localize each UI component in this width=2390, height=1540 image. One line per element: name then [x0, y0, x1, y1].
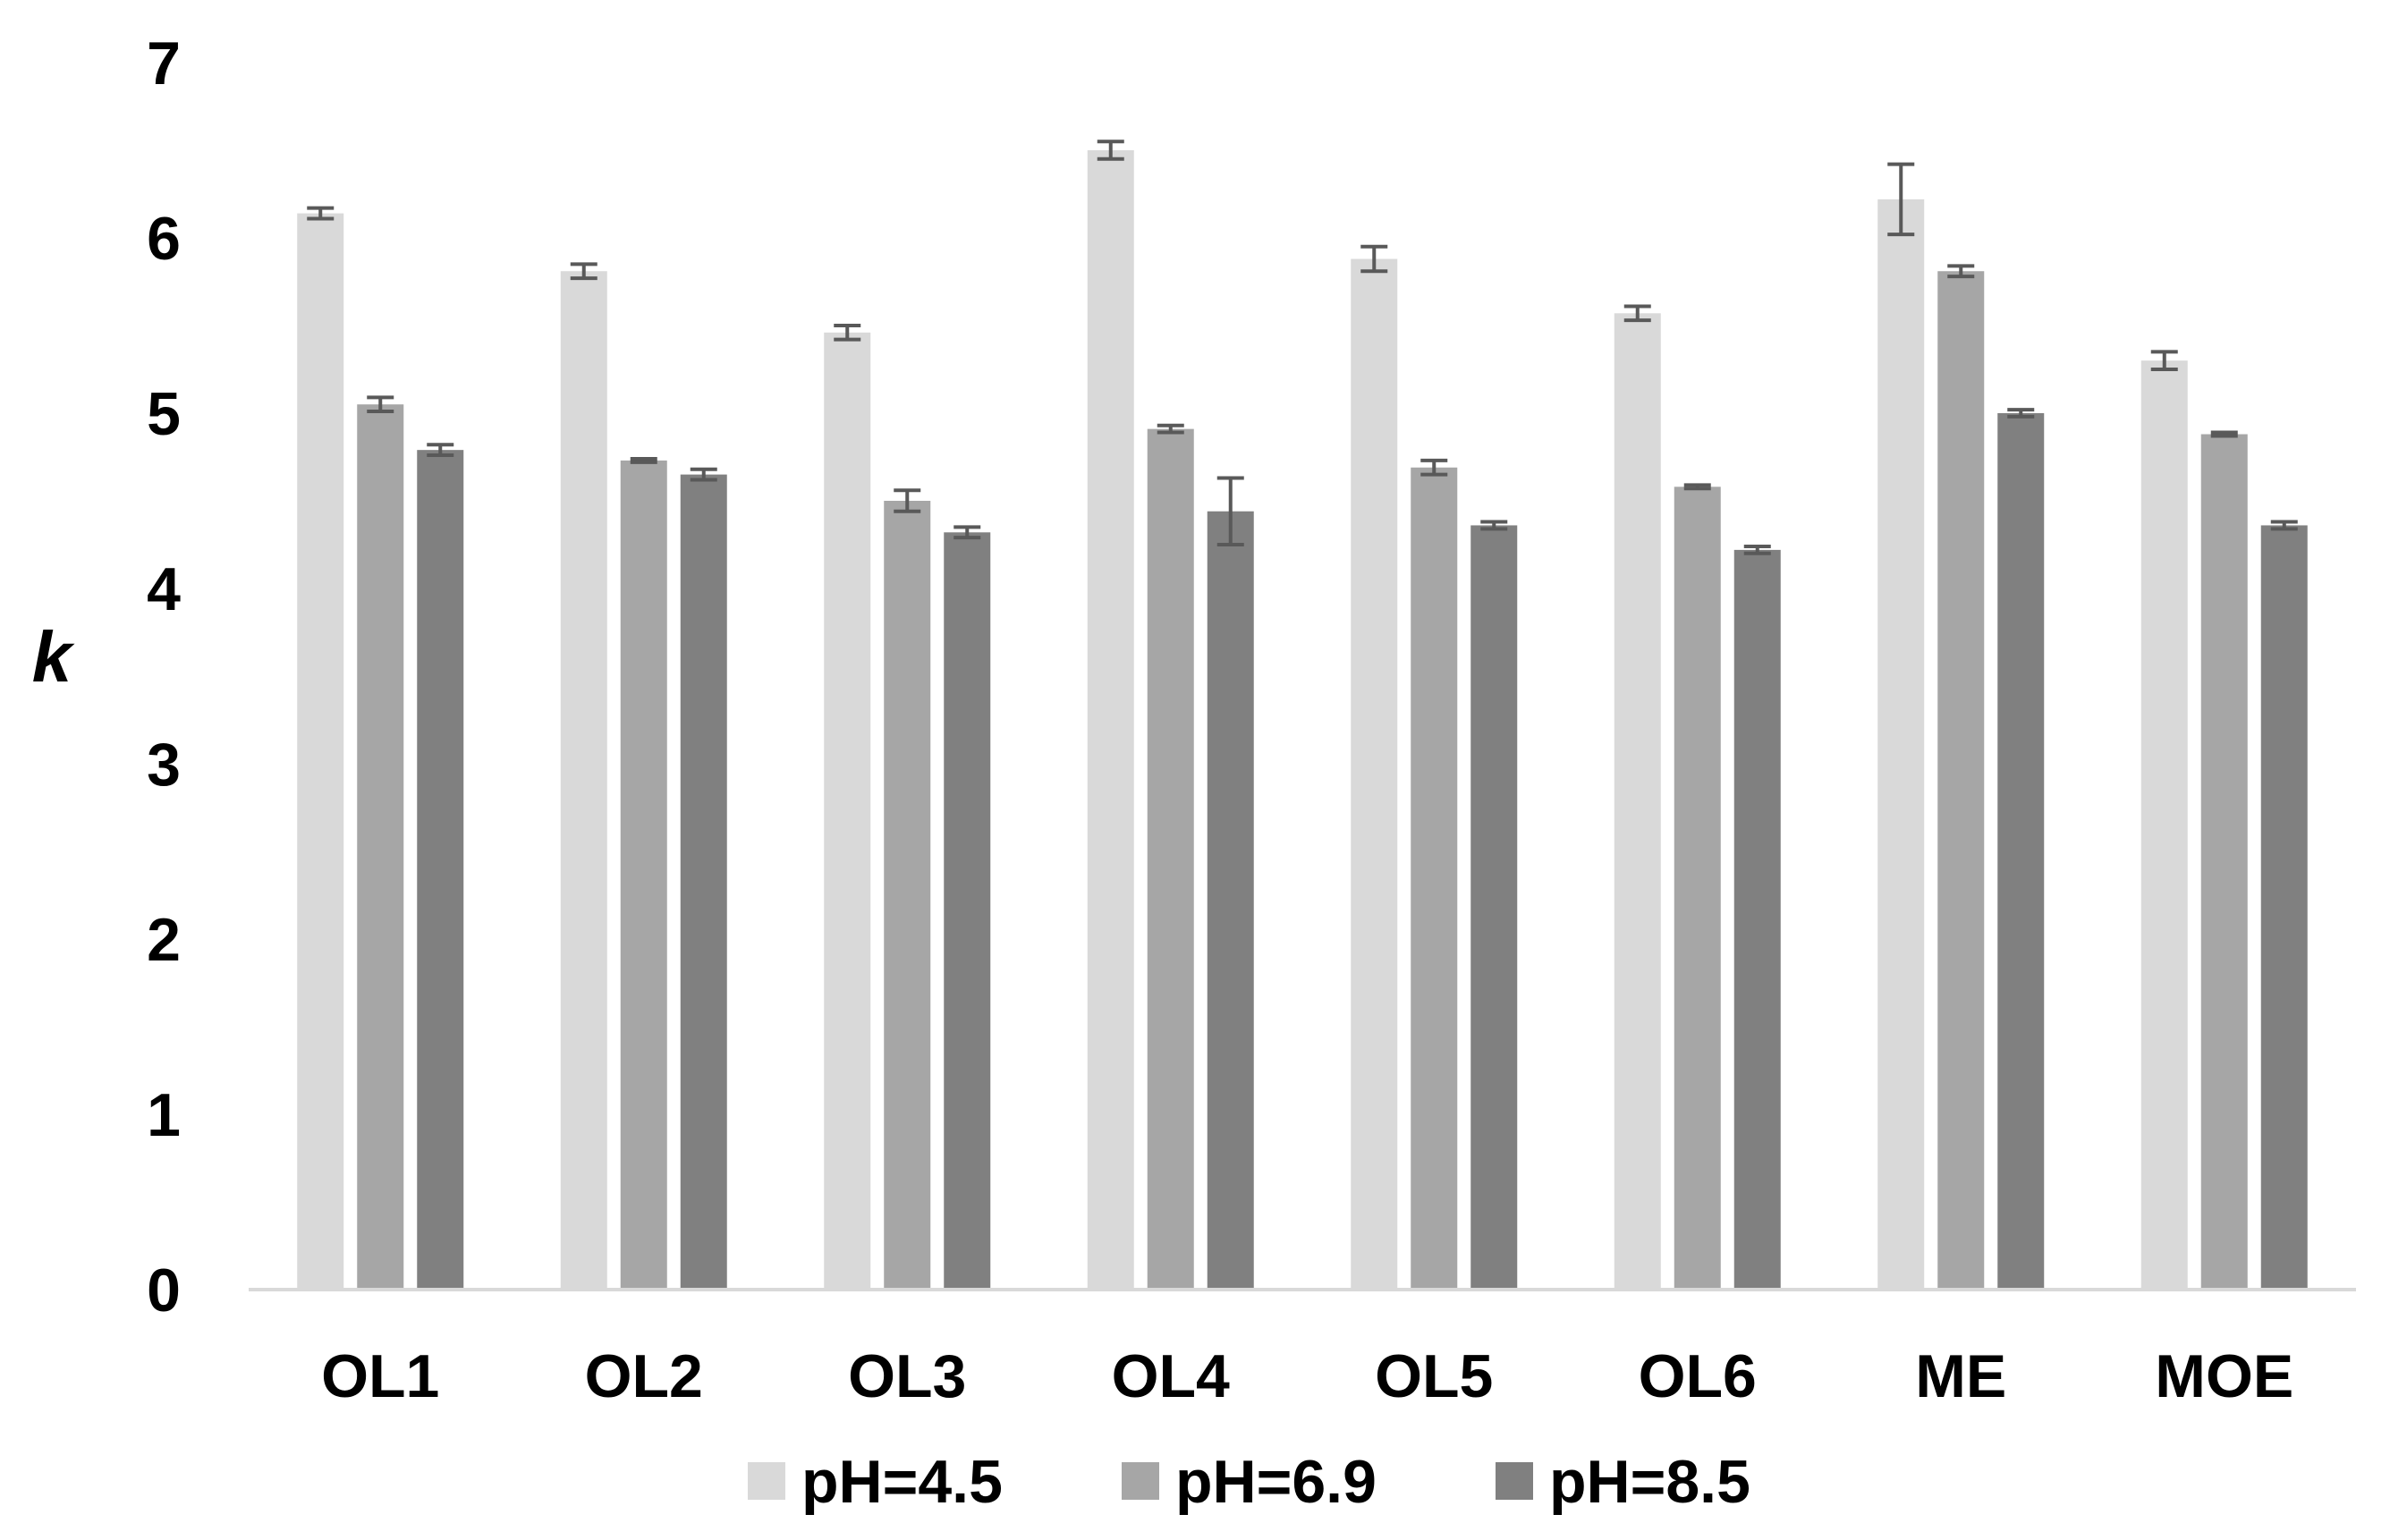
x-tick-label: MOE [2155, 1342, 2293, 1410]
legend-label: pH=8.5 [1549, 1448, 1750, 1516]
bar [1997, 413, 2045, 1290]
error-bar [1480, 520, 1508, 531]
bar [680, 474, 727, 1290]
bar [2200, 434, 2248, 1290]
legend-label: pH=4.5 [801, 1448, 1003, 1516]
y-tick-label: 2 [147, 906, 181, 974]
error-bar [2007, 408, 2035, 419]
legend: pH=4.5 pH=6.9 pH=8.5 [748, 1448, 1750, 1516]
y-tick-label: 7 [147, 30, 181, 97]
bar [1733, 549, 1781, 1290]
x-tick-label: OL6 [1639, 1342, 1757, 1410]
bar [417, 450, 464, 1290]
error-bar [894, 488, 921, 513]
bar [620, 460, 667, 1290]
error-bar [630, 456, 657, 464]
bar [1411, 467, 1458, 1290]
bar [1351, 258, 1398, 1290]
error-bar [1683, 483, 1711, 491]
error-bar [2150, 350, 2178, 371]
error-bar [1887, 162, 1915, 237]
legend-swatch [748, 1462, 785, 1500]
bar [560, 271, 607, 1290]
error-bar [307, 206, 335, 221]
bar-group [297, 140, 2308, 1290]
y-tick-label: 5 [147, 380, 181, 448]
x-tick-label: ME [1915, 1342, 2006, 1410]
error-bar [1743, 544, 1771, 555]
y-tick-label: 3 [147, 731, 181, 799]
y-tick-label: 6 [147, 205, 181, 273]
error-bar [427, 443, 454, 458]
y-tick-label: 4 [147, 555, 181, 623]
legend-label: pH=6.9 [1175, 1448, 1377, 1516]
bar [1207, 511, 1254, 1290]
bar [357, 404, 404, 1290]
error-bar [834, 324, 861, 342]
bar [2140, 360, 2188, 1290]
x-tick-label: OL3 [848, 1342, 966, 1410]
error-bar [1420, 458, 1448, 477]
bar [1674, 487, 1721, 1290]
error-bar [1947, 264, 1975, 279]
legend-swatch [1496, 1462, 1533, 1500]
bar [1614, 313, 1661, 1290]
y-axis-ticks: 0 1 2 3 4 5 6 7 [147, 30, 181, 1324]
error-bar [1157, 423, 1184, 435]
error-bar [2270, 520, 2298, 531]
error-bar [1097, 140, 1124, 161]
bar [824, 332, 871, 1290]
x-tick-label: OL1 [321, 1342, 439, 1410]
y-tick-label: 1 [147, 1081, 181, 1149]
error-bar [1623, 304, 1651, 323]
bar [1937, 271, 1985, 1290]
x-tick-label: OL5 [1375, 1342, 1493, 1410]
y-axis-label: k [32, 617, 75, 697]
error-bar [1360, 244, 1388, 274]
error-bar [953, 525, 981, 540]
error-bar [2210, 430, 2238, 438]
legend-swatch [1122, 1462, 1159, 1500]
error-bar [690, 467, 717, 482]
bar [1470, 525, 1518, 1290]
error-bar [570, 262, 598, 281]
bar [297, 213, 344, 1290]
error-bar [367, 395, 394, 414]
bar [1877, 199, 1925, 1290]
x-tick-label: OL2 [585, 1342, 703, 1410]
x-axis-ticks: OL1 OL2 OL3 OL4 OL5 OL6 ME MOE [321, 1342, 2293, 1410]
bar [884, 501, 931, 1290]
bar [2260, 525, 2308, 1290]
x-tick-label: OL4 [1112, 1342, 1230, 1410]
y-tick-label: 0 [147, 1257, 181, 1324]
bar [1147, 428, 1194, 1290]
bar [1087, 150, 1134, 1290]
bar [944, 532, 991, 1290]
error-bar [1216, 476, 1244, 546]
